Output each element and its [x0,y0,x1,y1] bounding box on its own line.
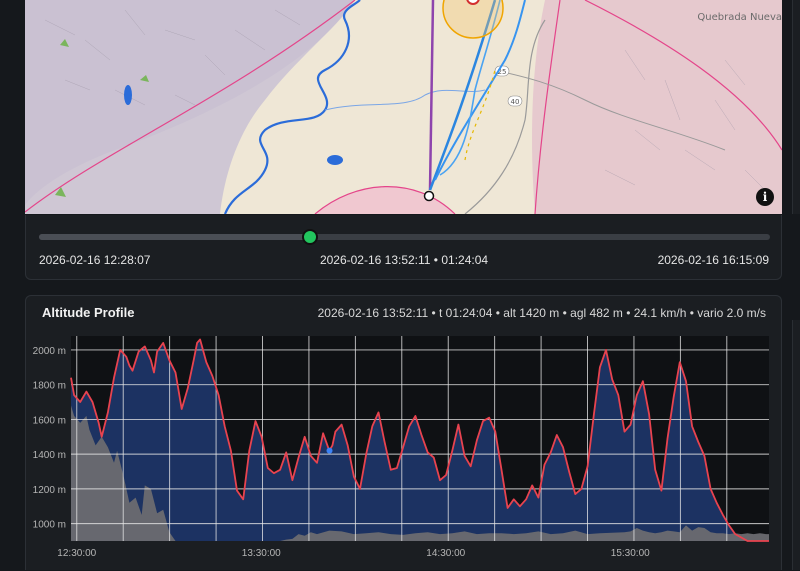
road-label-40: 40 [511,98,520,106]
y-tick-label: 1200 m [33,485,66,496]
x-tick-label: 13:30:00 [242,548,281,559]
timeline-current: 2026-02-16 13:52:11 • 01:24:04 [319,253,489,267]
timeline-slider-thumb[interactable] [302,229,319,245]
side-panel-edge [792,0,800,214]
road-label-25: 25 [498,68,507,76]
current-position-marker [326,447,333,454]
ground-area [71,405,769,541]
track-purple [428,0,435,191]
info-button[interactable]: i [756,188,774,206]
timeline-slider-track[interactable] [39,234,770,240]
map-canvas[interactable]: 25 40 [25,0,782,214]
thermal-circle [442,0,504,39]
map-view[interactable]: 25 40 Quebrada Nueva i [25,0,782,214]
y-tick-label: 1600 m [33,415,66,426]
y-tick-label: 1800 m [33,381,66,392]
track-blue [428,0,497,191]
x-tick-label: 14:30:00 [426,548,465,559]
place-label: Quebrada Nueva [697,12,782,23]
y-tick-label: 2000 m [33,346,66,357]
altitude-readout: 2026-02-16 13:52:11 • t 01:24:04 • alt 1… [317,306,766,320]
airspace-right [532,0,782,214]
position-marker[interactable] [423,190,435,202]
river [223,0,361,214]
altitude-chart[interactable]: 1000 m 1200 m 1400 m 1600 m 1800 m 2000 m 12:3… [26,296,783,571]
x-tick-label: 12:30:00 [57,548,96,559]
timeline-panel: 2026-02-16 12:28:07 2026-02-16 13:52:11 … [25,215,782,280]
altitude-profile-title: Altitude Profile [42,305,135,320]
timeline-start: 2026-02-16 12:28:07 [39,253,151,267]
side-panel-edge-lower [792,320,800,570]
y-tick-label: 1400 m [33,450,66,461]
timeline-slider-fill [39,234,310,240]
timeline-end: 2026-02-16 16:15:09 [657,253,769,267]
y-tick-label: 1000 m [33,520,66,531]
altitude-line [70,338,769,542]
altitude-area [71,339,769,541]
airspace-bottom [314,186,456,214]
altitude-profile-panel: 1000 m 1200 m 1400 m 1600 m 1800 m 2000 m 12:3… [25,295,782,570]
x-tick-label: 15:30:00 [611,548,650,559]
